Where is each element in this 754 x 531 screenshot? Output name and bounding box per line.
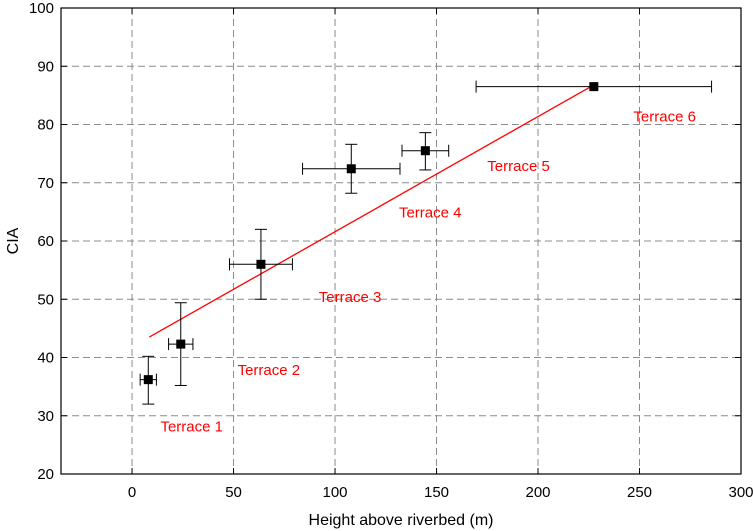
data-point xyxy=(143,375,153,385)
y-tick-label: 100 xyxy=(29,0,54,17)
grid-lines xyxy=(61,8,741,474)
data-point xyxy=(346,164,356,174)
terrace-label: Terrace 6 xyxy=(633,109,696,126)
y-tick-label: 60 xyxy=(37,233,54,250)
terrace-label: Terrace 3 xyxy=(319,289,382,306)
fit-line-group xyxy=(148,84,595,338)
terrace-label: Terrace 2 xyxy=(238,362,301,379)
x-tick-label: 150 xyxy=(424,484,449,501)
y-tick-label: 20 xyxy=(37,466,54,483)
fit-line xyxy=(148,84,595,338)
terrace-label: Terrace 1 xyxy=(160,418,223,435)
terrace-label: Terrace 5 xyxy=(487,158,550,175)
data-point xyxy=(420,146,430,156)
x-tick-label: 0 xyxy=(128,484,136,501)
x-tick-label: 100 xyxy=(323,484,348,501)
y-axis-title: CIA xyxy=(5,227,22,254)
x-tick-label: 50 xyxy=(225,484,242,501)
data-points xyxy=(143,82,599,385)
y-tick-label: 70 xyxy=(37,175,54,192)
axis-ticks: 0 50 100 150 200 250 300 20 30 40 50 60 70 80 90 100 xyxy=(29,0,754,501)
y-tick-label: 50 xyxy=(37,291,54,308)
x-tick-label: 250 xyxy=(627,484,652,501)
data-point xyxy=(176,339,186,349)
data-point xyxy=(589,82,599,92)
x-tick-label: 300 xyxy=(728,484,753,501)
error-bars xyxy=(139,80,713,405)
x-axis-title: Height above riverbed (m) xyxy=(309,512,494,529)
y-tick-label: 30 xyxy=(37,408,54,425)
y-tick-label: 80 xyxy=(37,117,54,134)
y-tick-label: 90 xyxy=(37,58,54,75)
data-point xyxy=(256,259,266,269)
x-tick-label: 200 xyxy=(525,484,550,501)
terrace-annotations: Terrace 1 Terrace 2 Terrace 3 Terrace 4 Terr… xyxy=(160,109,695,436)
terrace-label: Terrace 4 xyxy=(399,205,462,222)
y-tick-label: 40 xyxy=(37,350,54,367)
